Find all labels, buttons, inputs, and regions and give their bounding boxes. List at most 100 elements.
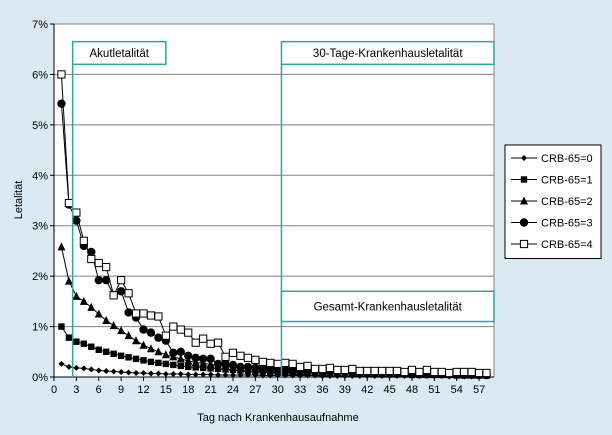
data-point [102, 275, 111, 285]
data-point [348, 364, 357, 374]
data-point [288, 359, 297, 368]
x-tick-label: 24 [227, 384, 239, 396]
annotation-label: Gesamt-Krankenhausletalität [314, 301, 463, 313]
data-point [102, 262, 111, 272]
grid-lines [54, 23, 494, 328]
x-tick-label: 12 [137, 384, 149, 396]
legend-item: CRB-65=0 [511, 153, 593, 165]
data-point [117, 352, 125, 360]
data-point [103, 348, 110, 355]
data-point [124, 331, 133, 340]
x-tick-label: 33 [294, 384, 306, 396]
data-point [192, 364, 199, 371]
data-point [169, 322, 178, 331]
data-point [370, 366, 379, 376]
data-point [229, 371, 236, 378]
y-tick-label: 0% [32, 372, 48, 384]
data-point [378, 366, 387, 376]
data-point [155, 370, 162, 377]
legend-item: CRB-65=2 [511, 196, 593, 208]
data-point [192, 371, 199, 378]
data-point [184, 356, 193, 365]
data-point [118, 368, 125, 375]
data-point [65, 334, 73, 341]
x-tick-label: 45 [383, 384, 395, 396]
x-tick-label: 30 [272, 384, 284, 396]
annotation-label: 30-Tage-Krankenhausletalität [313, 48, 463, 60]
x-tick-label: 0 [51, 384, 57, 396]
data-point [146, 344, 155, 353]
data-point [206, 354, 215, 364]
data-point [154, 333, 163, 342]
data-point [184, 351, 193, 361]
data-point [58, 360, 65, 367]
legend-label: CRB-65=3 [541, 218, 593, 230]
data-point [214, 365, 222, 373]
data-point [355, 366, 364, 376]
data-point [184, 328, 193, 337]
annotation-box [280, 40, 495, 66]
data-point [258, 364, 268, 374]
data-point [124, 308, 133, 317]
data-point [140, 369, 147, 376]
data-point [58, 323, 65, 330]
data-point [185, 371, 192, 378]
data-point [452, 367, 461, 377]
data-point [79, 296, 88, 305]
data-point [206, 359, 215, 368]
series-layer [57, 70, 491, 380]
data-point [213, 338, 223, 347]
data-point [124, 289, 133, 298]
x-tick-label: 48 [406, 384, 418, 396]
data-point [154, 312, 163, 321]
data-point [80, 340, 88, 347]
data-point [318, 364, 327, 374]
data-point [400, 367, 409, 377]
data-point [87, 254, 96, 264]
data-point [65, 363, 72, 370]
data-point [147, 358, 155, 366]
data-point [200, 371, 207, 378]
x-tick-label: 21 [204, 384, 216, 396]
x-tick-label: 36 [316, 384, 328, 396]
data-point [236, 362, 245, 372]
data-point [154, 347, 163, 356]
data-point [139, 309, 148, 318]
data-point [94, 309, 103, 318]
data-point [140, 357, 147, 364]
data-point [57, 70, 66, 79]
data-point [132, 336, 141, 345]
y-axis-title: Letalität [13, 181, 25, 220]
data-point [110, 368, 117, 375]
legend-box [504, 144, 602, 259]
data-point [73, 338, 80, 345]
x-tick-label: 3 [73, 384, 79, 396]
data-point [207, 365, 214, 372]
data-point [72, 208, 81, 217]
data-point [199, 334, 208, 343]
data-point [303, 361, 312, 371]
y-tick-label: 4% [32, 170, 48, 182]
x-tick-label: 6 [96, 384, 102, 396]
y-tick-label: 5% [32, 120, 48, 132]
data-point [191, 338, 200, 347]
data-point [162, 370, 169, 377]
data-point [147, 370, 154, 377]
legend-marker [520, 196, 528, 205]
legend-marker [519, 239, 529, 249]
data-point [340, 365, 349, 375]
x-tick-label: 15 [160, 384, 172, 396]
data-point [177, 370, 184, 377]
data-point [80, 365, 87, 372]
data-point [95, 367, 102, 374]
data-point [482, 368, 491, 378]
data-point [207, 371, 214, 378]
data-point [215, 371, 222, 378]
legend-label: CRB-65=4 [541, 239, 593, 251]
data-point [72, 291, 81, 300]
data-point [407, 365, 417, 375]
data-point [94, 258, 103, 268]
data-point [228, 360, 238, 370]
data-point [117, 276, 126, 285]
data-point [199, 364, 207, 372]
